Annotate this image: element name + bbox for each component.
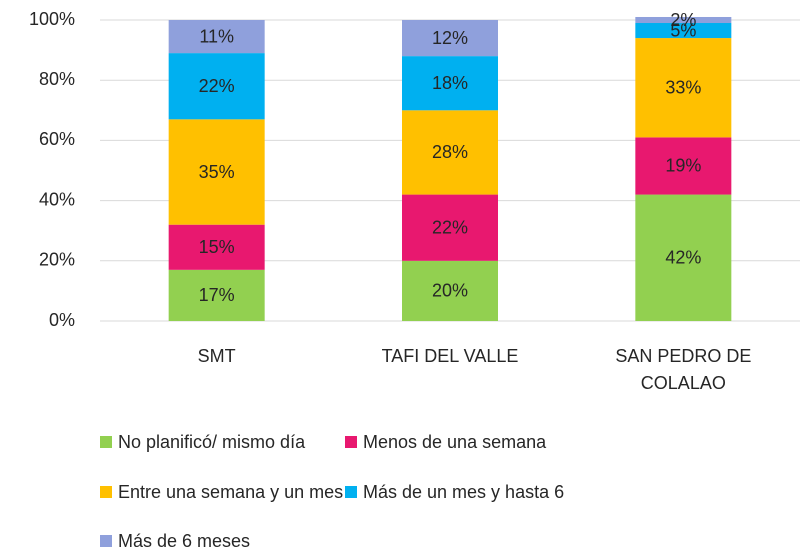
data-label: 11% (199, 26, 234, 46)
data-label: 17% (199, 285, 235, 305)
data-label: 15% (199, 237, 235, 257)
bar-segment (168, 53, 265, 120)
data-label: 42% (665, 248, 701, 268)
bar-segment (635, 137, 732, 195)
legend-label: Entre una semana y un mes (118, 482, 343, 502)
x-tick-label: SAN PEDRO DE COLALAO (615, 346, 752, 393)
bar-segment (635, 38, 732, 138)
data-label: 19% (665, 156, 701, 176)
y-tick-label: 40% (39, 189, 75, 209)
data-label: 2% (670, 10, 696, 30)
legend-label: Más de un mes y hasta 6 (363, 482, 564, 502)
bar-segment (635, 23, 732, 39)
y-tick-label: 0% (49, 310, 75, 330)
data-label: 18% (432, 73, 468, 93)
legend-label: Más de 6 meses (118, 531, 250, 550)
y-tick-label: 20% (39, 250, 75, 270)
data-label: 22% (199, 76, 235, 96)
data-label: 5% (670, 20, 696, 40)
y-tick-label: 100% (29, 9, 75, 29)
data-label: 20% (432, 281, 468, 301)
bar-segment (168, 20, 265, 54)
y-tick-label: 60% (39, 129, 75, 149)
bar-segment (402, 260, 498, 321)
bar-segment (168, 269, 265, 321)
bar-segment (402, 56, 498, 111)
legend-label: Menos de una semana (363, 432, 547, 452)
legend-swatch (345, 486, 357, 498)
legend-swatch (345, 436, 357, 448)
data-label: 33% (665, 77, 701, 97)
data-label: 28% (432, 142, 468, 162)
bar-segment (168, 224, 265, 270)
x-tick-label: TAFI DEL VALLE (381, 346, 519, 366)
bar-segment (635, 194, 732, 321)
data-label: 12% (432, 28, 468, 48)
x-tick-label: SMT (197, 346, 236, 366)
bar-segment (402, 20, 498, 57)
legend-label: No planificó/ mismo día (118, 432, 306, 452)
bar-segment (402, 110, 498, 195)
legend-swatch (100, 535, 112, 547)
bar-segment (168, 119, 265, 225)
data-label: 22% (432, 217, 468, 237)
data-label: 35% (199, 162, 235, 182)
y-tick-label: 80% (39, 69, 75, 89)
legend-swatch (100, 486, 112, 498)
legend-swatch (100, 436, 112, 448)
bar-segment (635, 16, 732, 24)
bar-segment (402, 194, 498, 261)
